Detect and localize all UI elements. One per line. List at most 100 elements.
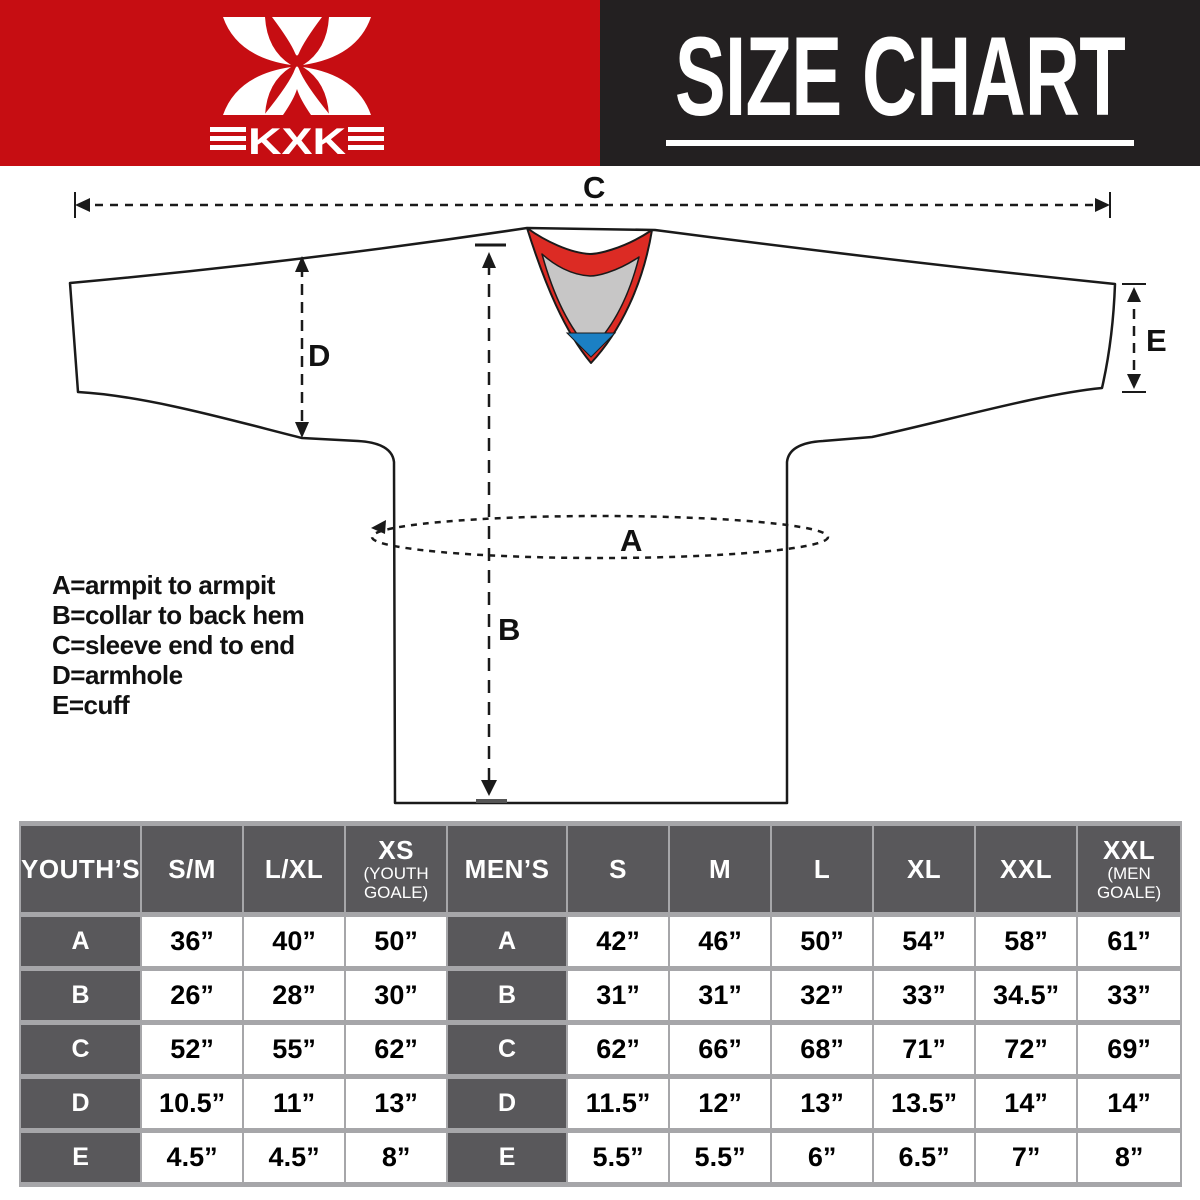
row-letter-cell-men-b: B [448,971,567,1020]
logo-wordmark: KXK [248,121,346,159]
collar-inner-gray [541,253,640,351]
value-cell-youth-e-0: 4.5” [142,1133,243,1182]
value-cell-men-b-4: 34.5” [976,971,1077,1020]
dim-label-d: D [308,338,330,373]
value-cell-youth-b-0: 26” [142,971,243,1020]
value-cell-men-c-5: 69” [1078,1025,1181,1074]
value-cell-men-e-1: 5.5” [670,1133,771,1182]
value-cell-youth-c-1: 55” [244,1025,345,1074]
row-letter-cell-youth-e: E [21,1133,141,1182]
table-row-d: D 10.5” 11” 13” D 11.5” 12” 13” 13.5” 14” 14” [21,1079,1181,1128]
kxk-logo: KXK [210,17,384,159]
col-header-youth-s: YOUTH’S [21,826,141,912]
row-letter-cell-youth-b: B [21,971,141,1020]
logo-arch-icon [264,66,330,115]
table-row-e: E 4.5” 4.5” 8” E 5.5” 5.5” 6” 6.5” 7” 8” [21,1133,1181,1182]
value-cell-men-e-3: 6.5” [874,1133,975,1182]
brand-banner: KXK [0,0,600,166]
value-cell-men-d-3: 13.5” [874,1079,975,1128]
dim-c [74,192,1111,218]
col-header-l: L [772,826,873,912]
value-cell-men-d-5: 14” [1078,1079,1181,1128]
logo-center-v-icon [272,17,322,56]
row-letter-cell-youth-a: A [21,917,141,966]
value-cell-men-b-2: 32” [772,971,873,1020]
legend-line-a: A=armpit to armpit [52,570,275,600]
dim-label-c: C [583,170,605,205]
row-letter-cell-youth-c: C [21,1025,141,1074]
logo-wing-top-right [303,17,371,65]
legend-line-b: B=collar to back hem [52,600,305,630]
value-cell-men-b-5: 33” [1078,971,1181,1020]
value-cell-men-d-4: 14” [976,1079,1077,1128]
value-cell-men-a-1: 46” [670,917,771,966]
value-cell-men-d-0: 11.5” [568,1079,669,1128]
logo-wing-bottom-right [303,67,371,115]
col-header-s: S [568,826,669,912]
legend-line-c: C=sleeve end to end [52,630,295,660]
row-letter-cell-men-c: C [448,1025,567,1074]
value-cell-youth-e-2: 8” [346,1133,447,1182]
table-row-c: C 52” 55” 62” C 62” 66” 68” 71” 72” 69” [21,1025,1181,1074]
page-title: SIZE CHART [674,13,1126,139]
title-underline [666,139,1134,146]
value-cell-men-d-1: 12” [670,1079,771,1128]
col-header-m: M [670,826,771,912]
logo-wing-top-left [223,17,291,65]
value-cell-youth-b-2: 30” [346,971,447,1020]
measurement-legend: A=armpit to armpit B=collar to back hem … [52,570,305,720]
row-letter-cell-youth-d: D [21,1079,141,1128]
value-cell-men-e-5: 8” [1078,1133,1181,1182]
value-cell-youth-e-1: 4.5” [244,1133,345,1182]
value-cell-men-c-3: 71” [874,1025,975,1074]
value-cell-men-b-1: 31” [670,971,771,1020]
dim-d [295,256,309,438]
value-cell-men-a-4: 58” [976,917,1077,966]
col-header-xxl-men-goale: XXL (MEN GOALE) [1078,826,1181,912]
table-header-row: YOUTH’S S/M L/XL XS (YOUTH GOALE) MEN’S S M L XL XX… [21,826,1181,912]
value-cell-men-a-5: 61” [1078,917,1181,966]
value-cell-men-c-2: 68” [772,1025,873,1074]
value-cell-men-a-3: 54” [874,917,975,966]
value-cell-men-c-1: 66” [670,1025,771,1074]
value-cell-men-d-2: 13” [772,1079,873,1128]
value-cell-men-c-0: 62” [568,1025,669,1074]
row-letter-cell-men-e: E [448,1133,567,1182]
table-row-a: A 36” 40” 50” A 42” 46” 50” 54” 58” 61” [21,917,1181,966]
legend-line-e: E=cuff [52,690,130,720]
value-cell-youth-a-0: 36” [142,917,243,966]
value-cell-men-e-4: 7” [976,1133,1077,1182]
col-header-l-xl: L/XL [244,826,345,912]
value-cell-youth-d-2: 13” [346,1079,447,1128]
jersey-measurement-diagram: C D B E [68,170,1167,805]
value-cell-men-b-0: 31” [568,971,669,1020]
legend-line-d: D=armhole [52,660,183,690]
logo-bars-left [210,127,246,150]
dim-b [475,243,507,803]
value-cell-youth-a-1: 40” [244,917,345,966]
dim-label-b: B [498,612,520,647]
row-letter-cell-men-d: D [448,1079,567,1128]
value-cell-youth-d-1: 11” [244,1079,345,1128]
value-cell-youth-d-0: 10.5” [142,1079,243,1128]
value-cell-youth-c-2: 62” [346,1025,447,1074]
value-cell-men-e-2: 6” [772,1133,873,1182]
dim-label-a: A [620,523,642,558]
value-cell-youth-a-2: 50” [346,917,447,966]
table-row-b: B 26” 28” 30” B 31” 31” 32” 33” 34.5” 33” [21,971,1181,1020]
dim-a [370,514,830,560]
size-table: YOUTH’S S/M L/XL XS (YOUTH GOALE) MEN’S S M L XL XX… [19,821,1183,1187]
value-cell-men-e-0: 5.5” [568,1133,669,1182]
dim-e [1122,283,1146,393]
value-cell-youth-c-0: 52” [142,1025,243,1074]
logo-bars-right [348,127,384,150]
dim-label-e: E [1146,323,1167,358]
col-header-xl: XL [874,826,975,912]
top-banner: KXK SIZE CHART [0,0,1200,166]
logo-wing-bottom-left [223,67,291,115]
title-banner: SIZE CHART [600,0,1200,166]
col-header-xs-youth-goale: XS (YOUTH GOALE) [346,826,447,912]
value-cell-men-a-2: 50” [772,917,873,966]
col-header-xxl: XXL [976,826,1077,912]
